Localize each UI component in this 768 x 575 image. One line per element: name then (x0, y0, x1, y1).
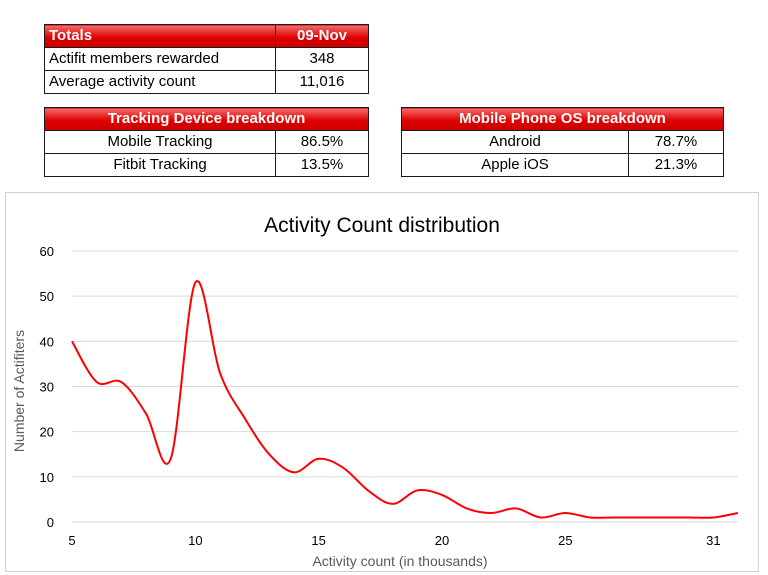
table-row: Android 78.7% (401, 130, 724, 154)
table-row: Mobile Tracking 86.5% (44, 130, 369, 154)
totals-header-date: 09-Nov (275, 24, 369, 48)
x-tick-label: 15 (311, 533, 325, 548)
mobile-os-android-label: Android (401, 130, 629, 154)
x-axis-label: Activity count (in thousands) (312, 553, 487, 569)
mobile-os-table: Mobile Phone OS breakdown Android 78.7% … (401, 107, 724, 177)
gridlines (72, 250, 738, 523)
y-tick-label: 10 (40, 470, 54, 485)
totals-header-row: Totals 09-Nov (44, 24, 369, 48)
x-tick-label: 10 (188, 533, 202, 548)
tracking-table: Tracking Device breakdown Mobile Trackin… (44, 107, 369, 177)
tracking-header: Tracking Device breakdown (44, 107, 369, 131)
totals-members-label: Actifit members rewarded (44, 47, 276, 71)
y-axis-label: Number of Actifiters (11, 330, 27, 452)
totals-average-label: Average activity count (44, 70, 276, 94)
chart-area: 0 10 20 30 40 50 60 5 10 15 20 25 31 Activity Count… (5, 192, 759, 572)
tracking-mobile-value: 86.5% (275, 130, 369, 154)
y-tick-label: 50 (40, 289, 54, 304)
x-tick-label: 25 (558, 533, 572, 548)
totals-average-value: 11,016 (275, 70, 369, 94)
y-tick-label: 40 (40, 334, 54, 349)
tracking-fitbit-label: Fitbit Tracking (44, 153, 276, 177)
y-tick-label: 30 (40, 380, 54, 395)
table-row: Actifit members rewarded 348 (44, 47, 369, 71)
x-tick-labels: 5 10 15 20 25 31 (68, 533, 720, 548)
tracking-mobile-label: Mobile Tracking (44, 130, 276, 154)
y-tick-label: 0 (47, 515, 54, 530)
chart-title: Activity Count distribution (264, 214, 500, 237)
mobile-os-ios-label: Apple iOS (401, 153, 629, 177)
table-row: Average activity count 11,016 (44, 70, 369, 94)
y-tick-label: 20 (40, 425, 54, 440)
series-line (71, 279, 739, 519)
x-tick-label: 5 (68, 533, 75, 548)
mobile-os-header: Mobile Phone OS breakdown (401, 107, 724, 131)
totals-members-value: 348 (275, 47, 369, 71)
mobile-os-ios-value: 21.3% (628, 153, 724, 177)
tracking-fitbit-value: 13.5% (275, 153, 369, 177)
mobile-os-header-row: Mobile Phone OS breakdown (401, 107, 724, 131)
x-tick-label: 31 (706, 533, 720, 548)
x-tick-label: 20 (435, 533, 449, 548)
tracking-header-row: Tracking Device breakdown (44, 107, 369, 131)
mobile-os-android-value: 78.7% (628, 130, 724, 154)
totals-header-label: Totals (44, 24, 276, 48)
activity-chart: 0 10 20 30 40 50 60 5 10 15 20 25 31 Activity Count… (11, 214, 739, 569)
table-row: Fitbit Tracking 13.5% (44, 153, 369, 177)
totals-table: Totals 09-Nov Actifit members rewarded 3… (44, 24, 369, 94)
y-tick-label: 60 (40, 244, 54, 259)
y-tick-labels: 0 10 20 30 40 50 60 (40, 244, 54, 530)
table-row: Apple iOS 21.3% (401, 153, 724, 177)
